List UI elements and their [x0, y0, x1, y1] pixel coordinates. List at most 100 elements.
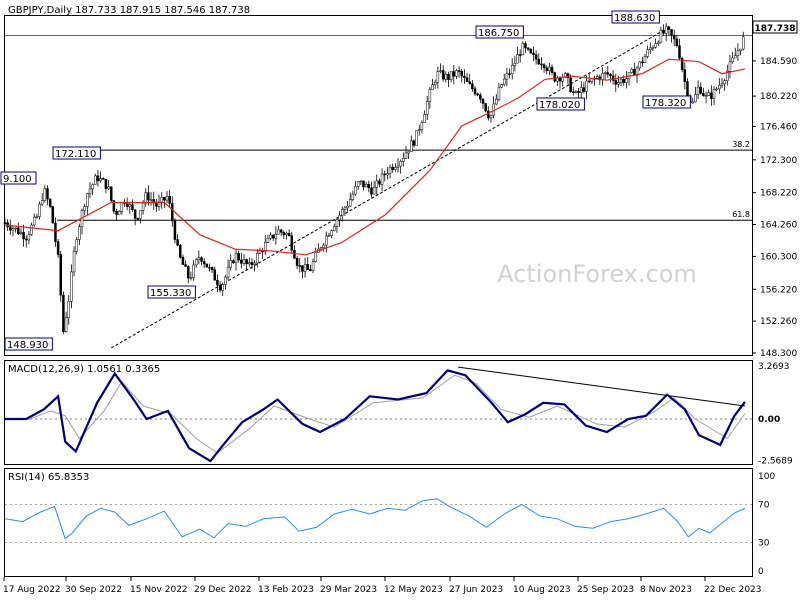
candle-body [460, 71, 463, 77]
candle-body [367, 183, 371, 189]
candle-body [94, 175, 97, 185]
macd-panel-frame [4, 360, 753, 465]
candle-body [410, 140, 413, 152]
candle-body [630, 68, 633, 73]
candle-body [572, 91, 575, 93]
candle-body [452, 71, 456, 77]
candle-body [64, 317, 68, 332]
price-trend-line [110, 27, 668, 349]
price-label-box [642, 95, 691, 109]
candle-body [245, 259, 248, 265]
candle-body [19, 232, 23, 234]
candle-body [184, 264, 187, 267]
candle-body [213, 269, 217, 281]
candle-body [202, 261, 206, 265]
candle-body [17, 227, 20, 234]
candle-body [654, 43, 657, 48]
candle-body [125, 203, 129, 207]
candle-body [537, 58, 541, 65]
candle-body [290, 235, 294, 251]
candle-body [102, 178, 105, 180]
candle-body [526, 47, 530, 50]
price-label: 178.020 [539, 100, 580, 111]
candle-body [386, 173, 389, 176]
candle-body [423, 114, 426, 123]
candle-body [173, 220, 177, 240]
candle-body [394, 167, 397, 170]
candle-body [558, 77, 562, 82]
candle-body [200, 257, 203, 262]
candle-body [407, 151, 410, 154]
candle-body [468, 81, 471, 84]
candle-body [364, 183, 368, 188]
candle-body [635, 67, 639, 76]
candle-body [179, 244, 182, 258]
rsi-tick-label: 100 [758, 472, 775, 482]
candle-body [582, 87, 586, 92]
candle-body [43, 188, 47, 201]
candle-body [510, 65, 514, 75]
candle-body [197, 257, 201, 260]
price-axis: 188.930184.590180.220176.460172.300168.2… [752, 22, 797, 359]
candle-body [497, 86, 501, 100]
candle-body [218, 284, 222, 291]
candle-body [354, 186, 357, 195]
candle-body [484, 103, 487, 112]
candle-body [309, 269, 312, 271]
candle-body [298, 265, 302, 267]
candle-body [96, 175, 100, 182]
candle-body [712, 89, 716, 99]
price-label: 9.100 [3, 174, 32, 185]
candle-body [248, 262, 251, 265]
candle-body [226, 266, 230, 278]
candle-body [314, 252, 317, 262]
candle-body [542, 64, 546, 69]
candle-body [431, 84, 434, 90]
rsi-tick-label: 30 [758, 539, 770, 549]
candle-body [253, 262, 256, 265]
candle-body [67, 301, 70, 318]
candle-body [48, 198, 52, 207]
candle-body [699, 86, 702, 94]
candle-body [346, 205, 349, 209]
candle-body [56, 241, 60, 255]
candle-body [399, 161, 402, 167]
date-tick-label: 15 Nov 2022 [130, 585, 188, 595]
candle-body [160, 197, 163, 203]
candle-body [322, 244, 325, 248]
candle-body [189, 277, 193, 279]
candle-body [380, 173, 384, 185]
candle-body [91, 184, 94, 190]
candle-body [388, 166, 392, 174]
date-tick-label: 13 Feb 2023 [258, 585, 314, 595]
date-tick-label: 29 Mar 2023 [320, 585, 377, 595]
candle-body [696, 86, 700, 95]
candle-body [702, 93, 705, 96]
candle-body [319, 247, 323, 250]
price-panel-frame [4, 15, 753, 356]
rsi-tick-label: 0 [758, 567, 764, 577]
candle-body [662, 29, 665, 34]
candle-body [59, 254, 63, 296]
candle-body [168, 196, 171, 204]
candle-body [216, 280, 219, 286]
candle-body [115, 210, 118, 215]
price-label: 155.330 [150, 288, 191, 299]
candle-body [545, 67, 548, 71]
candle-body [606, 72, 610, 75]
candle-body [718, 84, 721, 90]
candle-body [9, 226, 12, 231]
candle-body [229, 260, 232, 268]
candle-body [534, 54, 538, 60]
candle-body [710, 92, 713, 99]
candle-body [513, 62, 517, 66]
candle-body [311, 261, 315, 271]
candle-body [548, 66, 551, 71]
candle-body [141, 202, 145, 211]
price-label-box [475, 25, 524, 39]
date-tick-label: 22 Dec 2023 [704, 585, 762, 595]
candle-body [181, 256, 185, 265]
candle-body [194, 259, 198, 266]
candle-body [404, 152, 408, 159]
candle-body [678, 45, 681, 59]
